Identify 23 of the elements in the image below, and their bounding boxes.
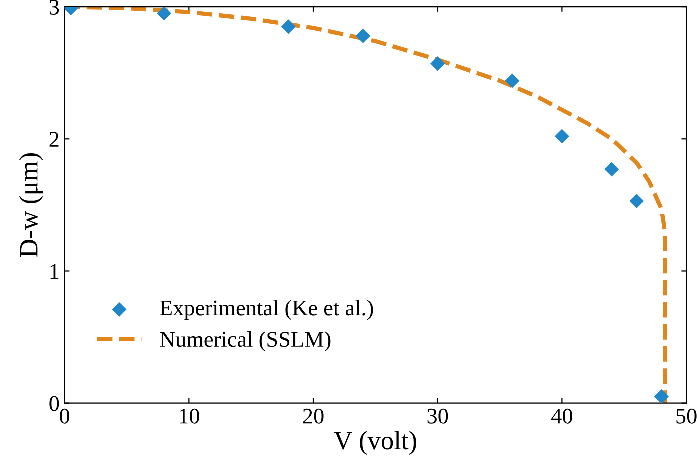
point (430, 56, 446, 72)
point (604, 162, 620, 177)
point (654, 389, 669, 404)
y-tick-label: 1 (50, 264, 59, 279)
point (356, 28, 371, 44)
x-tick-label: 50 (676, 408, 697, 424)
point (554, 129, 570, 144)
point (505, 74, 520, 88)
legend-label: Experimental (Ke et al.) (160, 300, 374, 320)
point (281, 20, 296, 34)
point (157, 7, 172, 21)
point (630, 194, 644, 209)
x-tick-label: 40 (552, 408, 572, 424)
x-tick-label: 20 (303, 408, 324, 424)
y-tick-label: 2 (50, 132, 59, 147)
x-tick-label: 30 (428, 408, 448, 424)
y-axis-title: D-w (μm) (19, 153, 44, 258)
x-axis-title: V (volt) (334, 431, 416, 456)
x-tick-label: 10 (180, 408, 200, 424)
x-tick-label: 0 (60, 408, 70, 424)
legend-label: Numerical (SSLM) (160, 331, 331, 352)
y-tick-label: 0 (50, 396, 60, 412)
y-tick-label: 3 (50, 0, 60, 15)
